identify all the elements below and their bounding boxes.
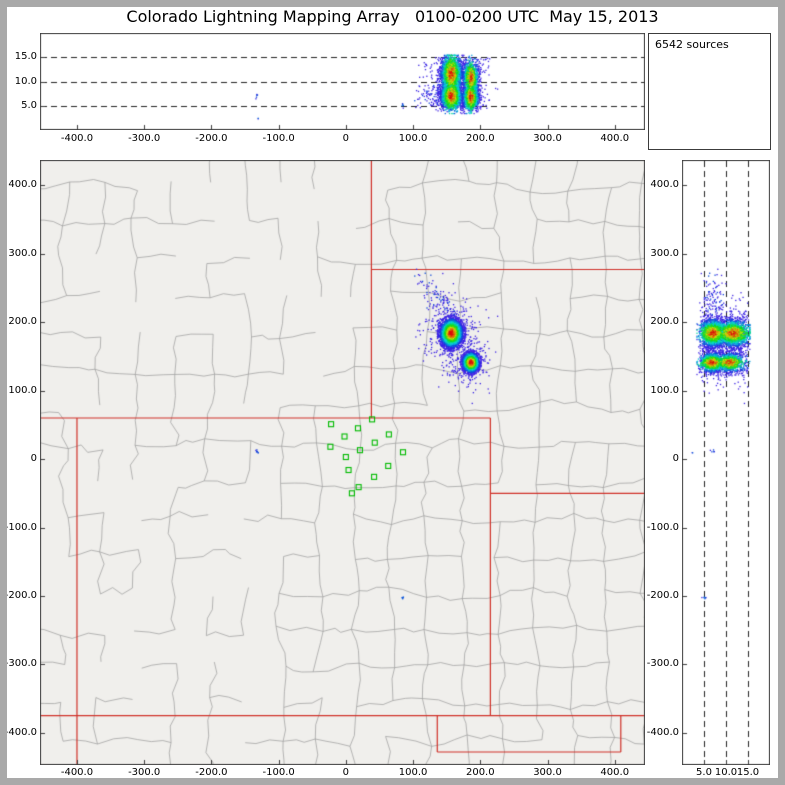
altitude-vs-northsouth-canvas[interactable] — [682, 160, 770, 765]
tick-label-ew-plan: 0 — [342, 767, 350, 778]
tick-label-ns-plan: -200.0 — [4, 589, 37, 601]
tick-label-ew-top: -100.0 — [262, 133, 295, 144]
tick-label-alt-top: 5.0 — [21, 99, 37, 111]
sources-count-label: 6542 sources — [655, 38, 729, 51]
tick-label-ns-plan: -100.0 — [4, 521, 37, 533]
tick-label-ew-plan: 400.0 — [600, 767, 630, 778]
tick-label-alt-right: 5.0 — [696, 767, 712, 778]
tick-label-ns-plan: 0 — [30, 453, 37, 465]
tick-label-ew-top: 400.0 — [600, 133, 630, 144]
tick-label-ew-plan: -200.0 — [195, 767, 228, 778]
sources-count-box: 6542 sources — [648, 33, 771, 150]
tick-label-ew-plan: -300.0 — [128, 767, 161, 778]
tick-label-ew-top: -400.0 — [60, 133, 94, 144]
tick-label-ew-plan: -100.0 — [262, 767, 295, 778]
tick-label-ew-top: 300.0 — [533, 133, 562, 144]
tick-label-ew-top: -300.0 — [128, 133, 161, 144]
tick-label-ew-top: 200.0 — [465, 133, 495, 144]
tick-label-ew-plan: 100.0 — [398, 767, 428, 778]
tick-label-ew-top: -200.0 — [195, 133, 228, 144]
tick-label-alt-right: 15.0 — [736, 767, 760, 778]
tick-label-ew-plan: 300.0 — [533, 767, 562, 778]
tick-label-ns-plan: -400.0 — [4, 726, 37, 738]
tick-label-ns-plan: 100.0 — [8, 384, 37, 396]
page-title: Colorado Lightning Mapping Array 0100-02… — [126, 7, 659, 26]
tick-label-alt-right: 10.0 — [714, 767, 738, 778]
plan-view-map-canvas[interactable] — [40, 160, 645, 765]
tick-label-ns-plan: -300.0 — [4, 658, 37, 670]
altitude-vs-eastwest-canvas[interactable] — [40, 33, 645, 130]
tick-label-ns-plan: 400.0 — [8, 179, 37, 191]
tick-label-ns-plan: 300.0 — [8, 247, 37, 259]
tick-label-ew-plan: -400.0 — [60, 767, 94, 778]
tick-label-ew-top: 100.0 — [398, 133, 428, 144]
tick-label-alt-top: 15.0 — [14, 51, 37, 63]
tick-label-ew-plan: 200.0 — [465, 767, 495, 778]
tick-label-alt-top: 10.0 — [14, 75, 37, 87]
tick-label-ew-top: 0 — [342, 133, 350, 144]
tick-label-ns-plan: 200.0 — [8, 316, 37, 328]
